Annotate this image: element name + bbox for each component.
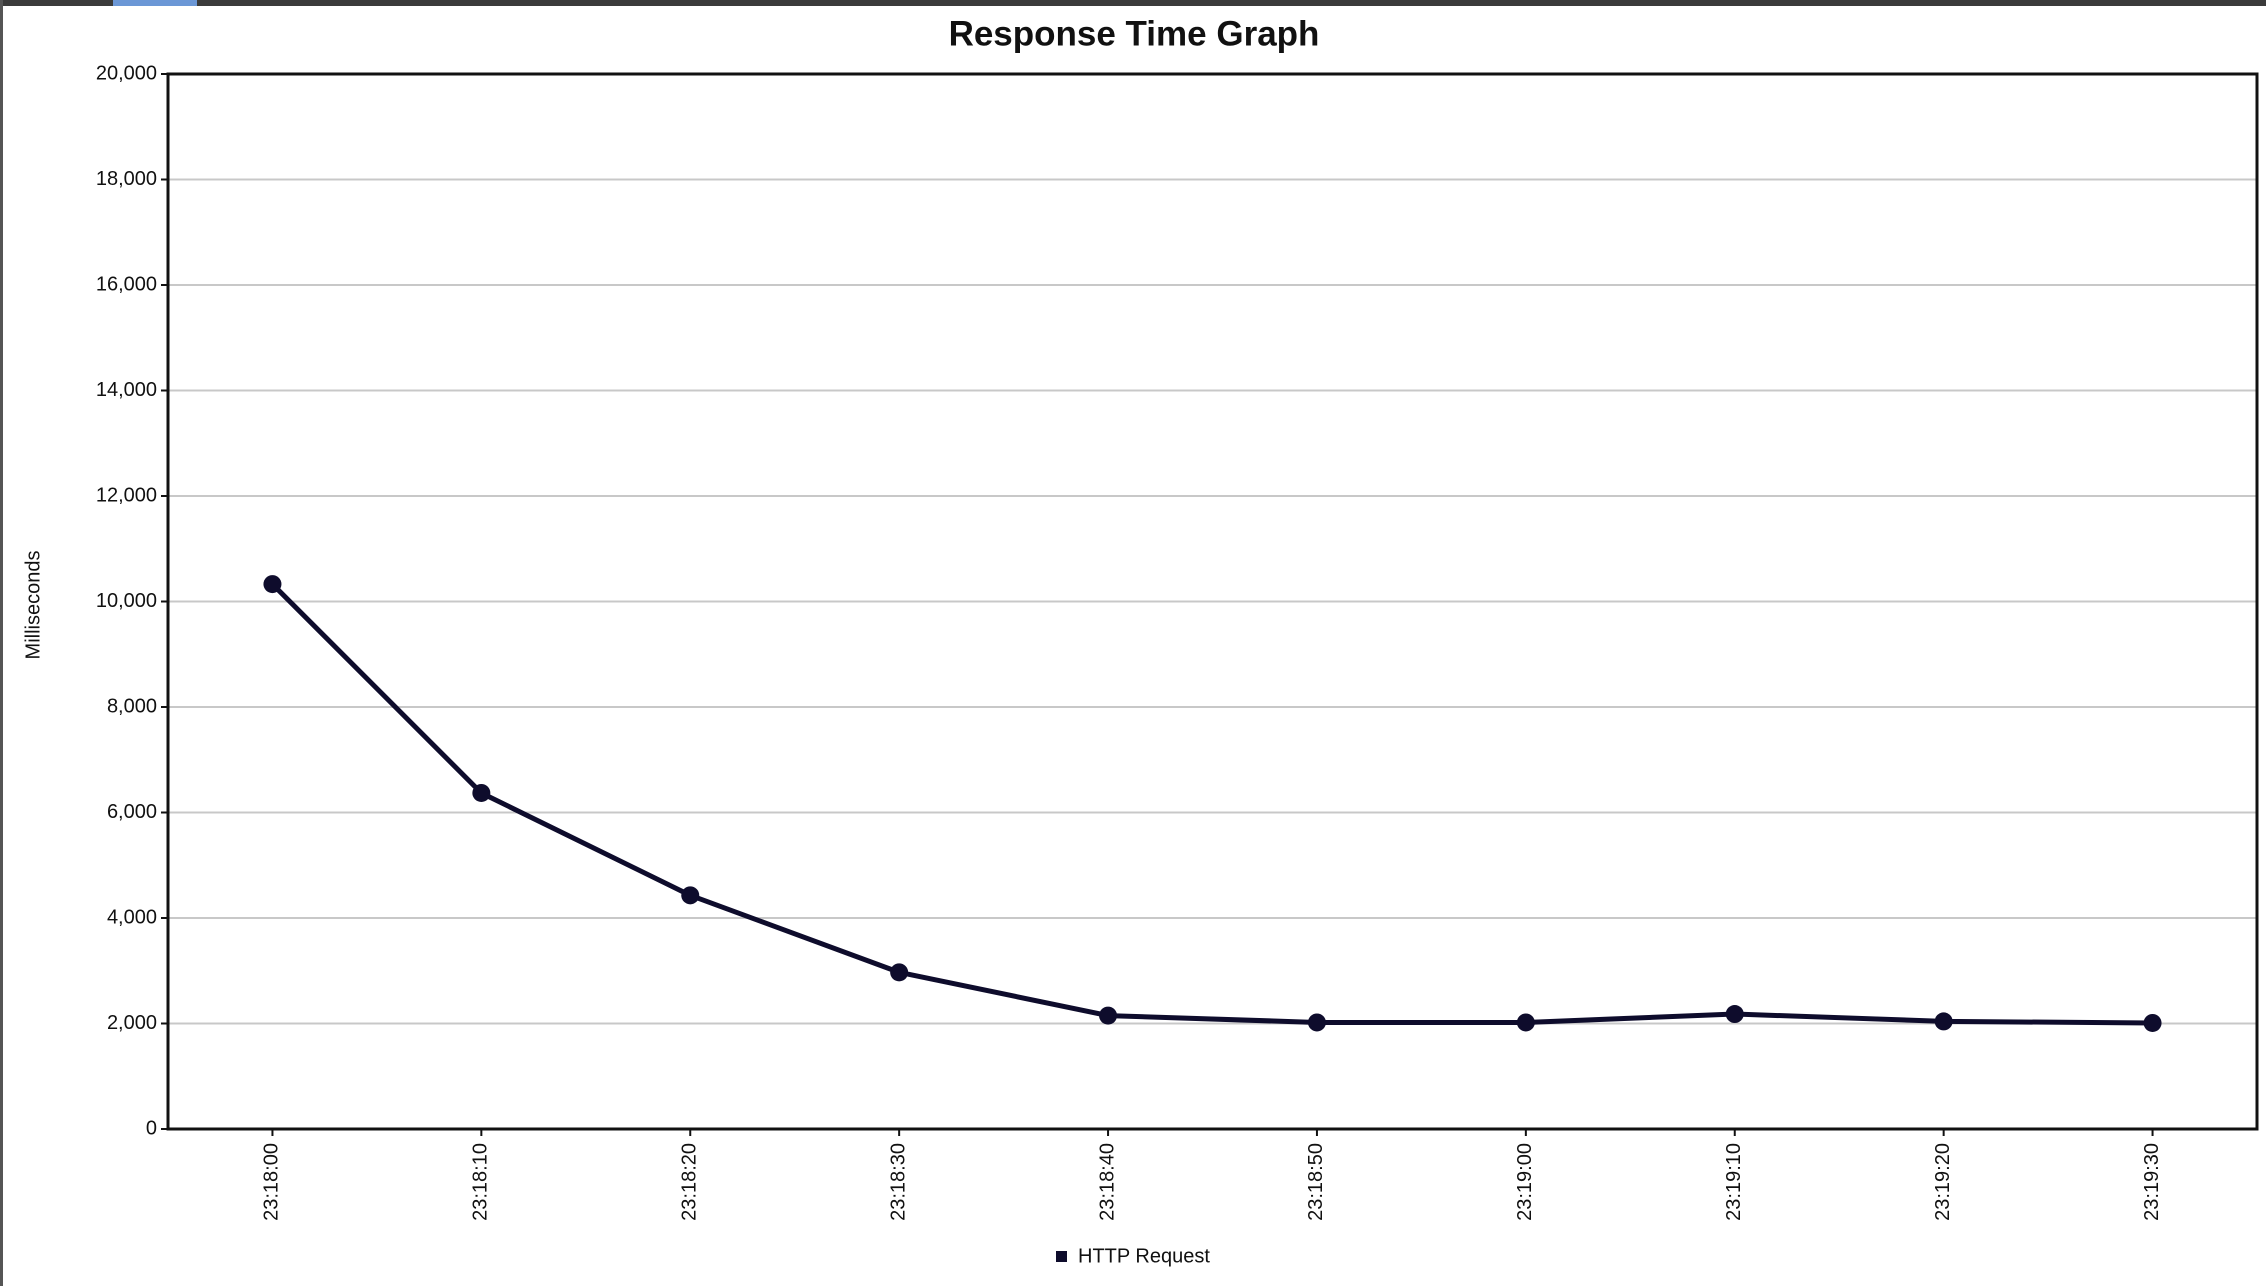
data-point (1725, 1005, 1744, 1024)
y-tick-label: 14,000 (96, 379, 157, 401)
legend-label: HTTP Request (1078, 1245, 1210, 1267)
x-tick-label: 23:19:10 (1723, 1143, 1745, 1221)
y-tick-label: 0 (146, 1117, 157, 1139)
x-tick-label: 23:18:00 (261, 1143, 283, 1221)
window-left-edge (0, 0, 3, 1286)
data-point (681, 886, 700, 905)
data-point (2143, 1013, 2162, 1032)
x-tick-label: 23:18:50 (1305, 1143, 1327, 1221)
data-point (1934, 1012, 1953, 1031)
y-tick-label: 12,000 (96, 484, 157, 506)
chart-title: Response Time Graph (949, 14, 1320, 53)
y-axis-label: Milliseconds (22, 551, 44, 660)
data-point (1099, 1006, 1118, 1025)
y-tick-label: 10,000 (96, 590, 157, 612)
x-tick-label: 23:18:20 (679, 1143, 701, 1221)
y-tick-label: 16,000 (96, 273, 157, 295)
x-tick-label: 23:19:30 (2141, 1143, 2163, 1221)
window-top-bar (0, 0, 2266, 6)
data-point (1307, 1013, 1326, 1032)
y-tick-label: 4,000 (107, 906, 157, 928)
y-tick-label: 8,000 (107, 695, 157, 717)
y-tick-label: 2,000 (107, 1012, 157, 1034)
y-tick-label: 20,000 (96, 62, 157, 84)
data-point (1516, 1013, 1535, 1032)
data-point (472, 783, 491, 802)
series-line (270, 582, 2153, 1026)
x-tick-label: 23:19:20 (1932, 1143, 1954, 1221)
plot-frame (166, 72, 2259, 1131)
x-tick-label: 23:18:10 (470, 1143, 492, 1221)
x-tick-label: 23:19:00 (1514, 1143, 1536, 1221)
y-tick-label: 18,000 (96, 168, 157, 190)
active-tab[interactable] (113, 0, 197, 6)
data-point (263, 575, 282, 594)
legend-swatch (1056, 1251, 1067, 1262)
y-tick-label: 6,000 (107, 801, 157, 823)
data-point (890, 963, 909, 982)
x-tick-label: 23:18:30 (887, 1143, 909, 1221)
x-tick-label: 23:18:40 (1096, 1143, 1118, 1221)
